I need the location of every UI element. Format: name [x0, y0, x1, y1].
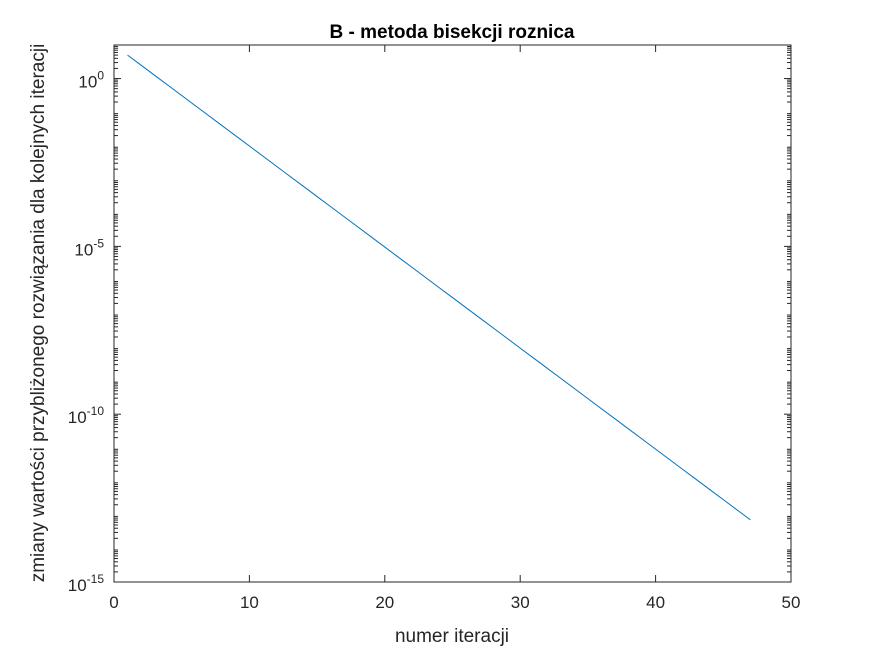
y-tick-label: 10-15 — [68, 572, 105, 595]
series-line — [127, 54, 751, 521]
x-tick-label: 30 — [511, 593, 530, 612]
x-tick-label: 50 — [782, 593, 801, 612]
chart-title: B - metoda bisekcji roznica — [330, 22, 575, 43]
axes-box — [113, 44, 792, 583]
x-tick-labels: 0 10 20 30 40 50 — [109, 593, 800, 612]
x-tick-label: 0 — [109, 593, 118, 612]
x-tick-label: 40 — [646, 593, 665, 612]
minor-ticks — [114, 46, 791, 573]
y-tick-label: 10-5 — [74, 236, 104, 259]
x-tick-label: 10 — [240, 593, 259, 612]
x-tick-label: 20 — [375, 593, 394, 612]
y-tick-label: 10-10 — [68, 404, 105, 427]
x-axis-label: numer iteracji — [395, 626, 509, 647]
axes-background — [114, 45, 791, 582]
y-tick-label: 100 — [78, 69, 104, 92]
y-tick-labels: 10-15 10-10 10-5 100 — [68, 69, 105, 595]
y-axis-label: zmiany wartości przybliżonego rozwiązani… — [28, 44, 49, 583]
